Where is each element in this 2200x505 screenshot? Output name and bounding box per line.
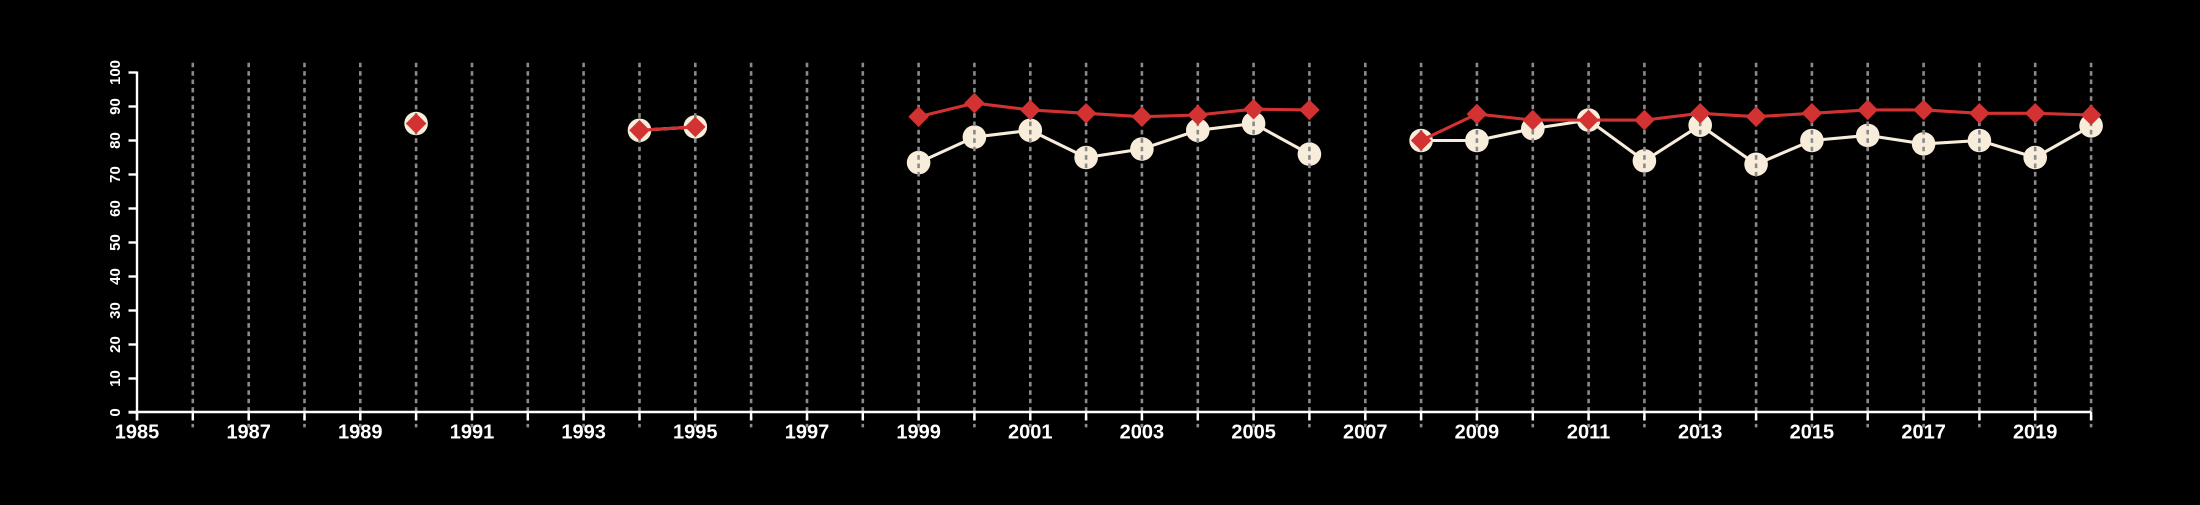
svg-text:2005: 2005 [1231, 422, 1276, 444]
svg-text:1987: 1987 [226, 422, 271, 444]
svg-text:2007: 2007 [1343, 422, 1388, 444]
svg-text:0: 0 [107, 408, 124, 416]
svg-text:2017: 2017 [1901, 422, 1946, 444]
svg-text:70: 70 [107, 166, 124, 183]
svg-text:2003: 2003 [1120, 422, 1165, 444]
svg-text:80: 80 [107, 132, 124, 149]
svg-text:1985: 1985 [115, 422, 160, 444]
svg-text:1993: 1993 [561, 422, 606, 444]
svg-text:100: 100 [107, 60, 124, 85]
svg-text:2011: 2011 [1567, 422, 1610, 444]
svg-text:1995: 1995 [673, 422, 718, 444]
svg-text:30: 30 [107, 302, 124, 319]
svg-text:1989: 1989 [338, 422, 383, 444]
svg-text:2013: 2013 [1678, 422, 1723, 444]
svg-text:40: 40 [107, 268, 124, 285]
svg-text:50: 50 [107, 234, 124, 251]
svg-text:2019: 2019 [2013, 422, 2058, 444]
svg-text:90: 90 [107, 98, 124, 115]
svg-text:10: 10 [107, 370, 124, 387]
svg-text:2001: 2001 [1008, 422, 1053, 444]
svg-text:2015: 2015 [1790, 422, 1835, 444]
svg-text:60: 60 [107, 200, 124, 217]
svg-text:1999: 1999 [896, 422, 941, 444]
svg-text:1997: 1997 [785, 422, 830, 444]
svg-text:1991: 1991 [450, 422, 495, 444]
svg-text:2009: 2009 [1455, 422, 1500, 444]
svg-text:20: 20 [107, 336, 124, 353]
